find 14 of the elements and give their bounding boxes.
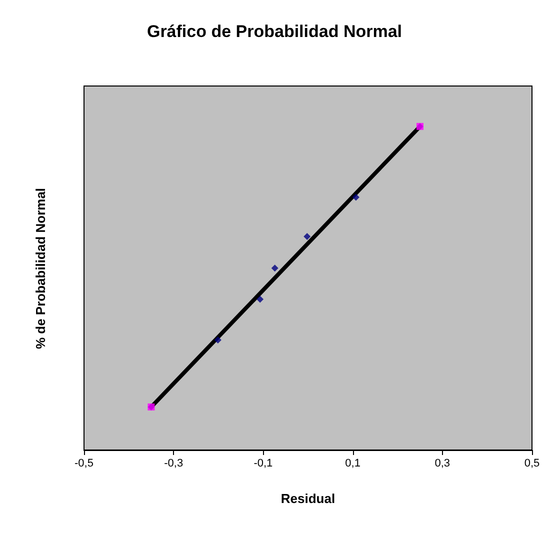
point — [214, 336, 222, 344]
point — [304, 232, 311, 240]
chart-title: Gráfico de Probabilidad Normal — [146, 22, 402, 41]
x-tick-label: 0,1 — [345, 458, 360, 470]
x-tick-label: -0,5 — [74, 458, 94, 470]
x-axis-title: Residual — [280, 491, 336, 506]
x-tick-label: 0,3 — [434, 458, 450, 470]
point — [271, 264, 278, 272]
point — [352, 194, 360, 201]
x-tick-label: -0,1 — [254, 458, 273, 470]
y-axis-title: % de Probabilidad Normal — [33, 188, 48, 350]
x-tick-label: -0,3 — [164, 458, 184, 470]
x-tick-label: 0,5 — [524, 458, 540, 470]
point — [256, 296, 264, 303]
